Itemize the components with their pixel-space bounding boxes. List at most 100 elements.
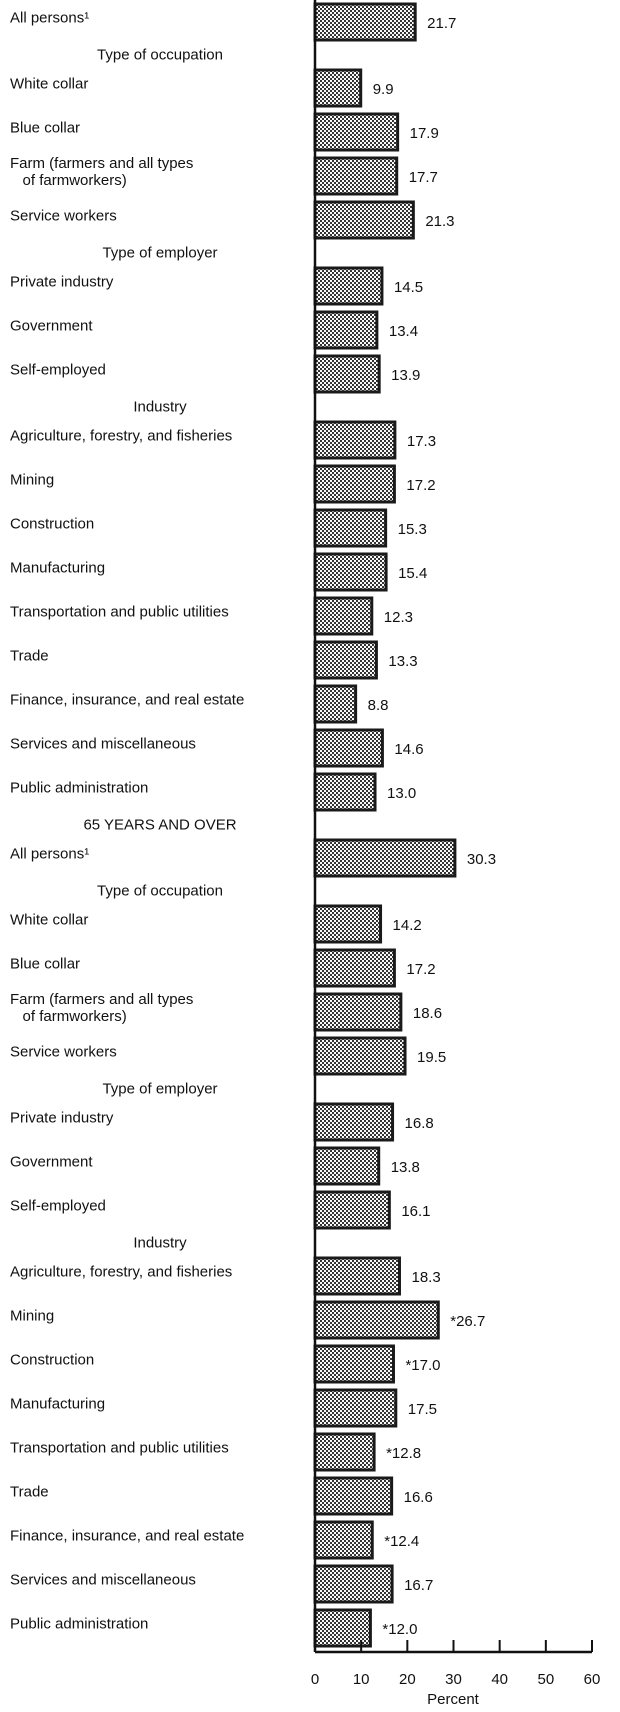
x-tick-label: 40 [491,1671,508,1688]
value-label: *17.0 [405,1357,440,1374]
category-label: Blue collar [10,119,81,137]
value-label: 17.9 [410,125,439,142]
bar [313,596,374,636]
category-label: Private industry [10,1109,114,1127]
x-tick-label: 20 [399,1671,416,1688]
value-label: 17.7 [409,169,438,186]
value-label: *12.8 [386,1445,421,1462]
value-label: 18.6 [413,1005,442,1022]
section-heading: Industry [133,398,187,416]
value-label: 8.8 [368,697,389,714]
bar [313,904,383,944]
section-heading: Type of occupation [97,882,223,900]
category-label: Government [10,317,93,335]
x-axis-label: Percent [427,1691,480,1708]
bar [313,1432,376,1472]
category-label: Services and miscellaneous [10,735,196,753]
bar [313,156,399,196]
category-label: Service workers [10,207,117,225]
value-label: 16.1 [401,1203,430,1220]
value-label: 17.2 [406,961,435,978]
bar [313,728,384,768]
bar [313,266,384,306]
bar [313,200,415,240]
value-label: 19.5 [417,1049,446,1066]
value-label: *12.0 [382,1621,417,1638]
category-label: Agriculture, forestry, and fisheries [10,427,233,445]
section-heading: Type of employer [102,244,218,262]
category-label: Self-employed [10,1197,106,1215]
x-tick-label: 60 [584,1671,601,1688]
value-label: 21.7 [427,15,456,32]
category-label: Public administration [10,1615,149,1633]
category-label: White collar [10,75,89,93]
bar [313,508,388,548]
bar [313,552,388,592]
category-label: Transportation and public utilities [10,603,229,621]
value-label: 21.3 [425,213,454,230]
category-label: Transportation and public utilities [10,1439,229,1457]
value-label: 15.3 [398,521,427,538]
category-label: All persons¹ [10,9,90,27]
value-label: 16.8 [405,1115,434,1132]
value-label: 14.5 [394,279,423,296]
x-tick-label: 50 [537,1671,554,1688]
category-label: Private industry [10,273,114,291]
category-label: Farm (farmers and all types of farmworke… [10,991,194,1025]
value-label: 18.3 [411,1269,440,1286]
category-label: Service workers [10,1043,117,1061]
bar [313,1256,401,1296]
x-tick-label: 10 [353,1671,370,1688]
value-label: 9.9 [373,81,394,98]
category-label: Manufacturing [10,1395,106,1413]
bar [313,2,417,42]
category-label: Mining [10,1307,55,1325]
category-label: Trade [10,647,49,665]
bar [313,464,396,504]
category-label: Public administration [10,779,149,797]
bar [313,1564,394,1604]
value-label: 17.5 [408,1401,437,1418]
bar [313,310,379,350]
bar [313,1300,440,1340]
bar [313,1520,374,1560]
category-label: All persons¹ [10,845,90,863]
bar [313,354,381,394]
value-label: *26.7 [450,1313,485,1330]
value-label: 13.0 [387,785,416,802]
bar [313,1036,407,1076]
category-label: Mining [10,471,55,489]
x-tick-label: 30 [445,1671,462,1688]
category-label: Construction [10,1351,95,1369]
value-label: 12.3 [384,609,413,626]
category-label: Agriculture, forestry, and fisheries [10,1263,233,1281]
bar [313,948,396,988]
category-label: Government [10,1153,93,1171]
category-label: Construction [10,515,95,533]
x-tick-label: 0 [311,1671,319,1688]
bar [313,420,397,460]
value-label: 16.6 [404,1489,433,1506]
value-label: 13.3 [388,653,417,670]
bar [313,1344,395,1384]
bar [313,1388,398,1428]
category-label: Farm (farmers and all types of farmworke… [10,155,194,189]
value-label: 17.2 [406,477,435,494]
value-label: 30.3 [467,851,496,868]
value-label: 13.4 [389,323,418,340]
value-label: 14.2 [393,917,422,934]
category-label: Self-employed [10,361,106,379]
category-label: Finance, insurance, and real estate [10,1527,245,1545]
value-label: 16.7 [404,1577,433,1594]
bar [313,838,457,878]
bar [313,112,400,152]
section-heading: Industry [133,1234,187,1252]
value-label: 13.9 [391,367,420,384]
category-label: Blue collar [10,955,81,973]
bar [313,992,403,1032]
value-label: 13.8 [391,1159,420,1176]
category-label: Trade [10,1483,49,1501]
section-heading: 65 YEARS AND OVER [83,816,237,834]
bar [313,684,358,724]
